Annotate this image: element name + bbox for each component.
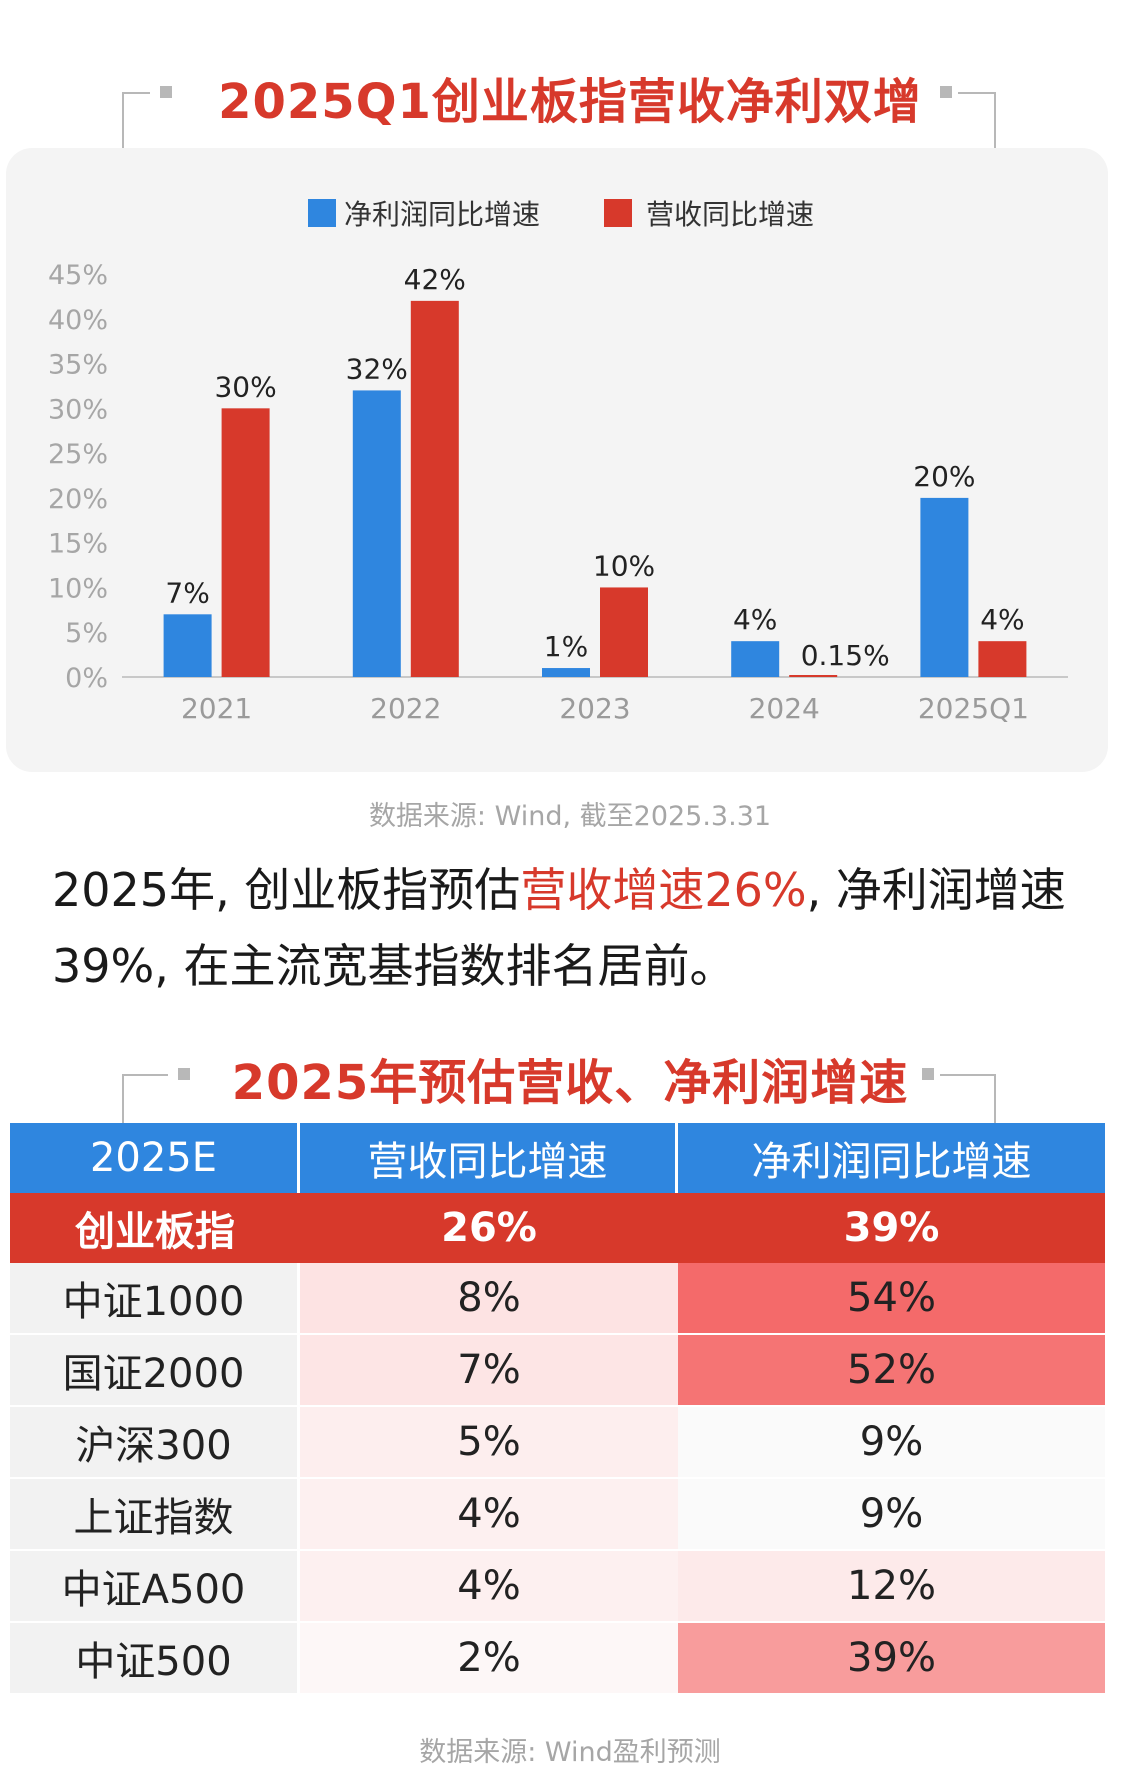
row-profit: 52% (678, 1335, 1105, 1407)
bar-revenue (600, 587, 648, 677)
bar-profit (920, 497, 969, 677)
title-bg-1 (150, 60, 958, 130)
growth-table: 2025E 营收同比增速 净利润同比增速 创业板指 26% 39% 中证1000… (10, 1123, 1105, 1695)
row-revenue: 7% (300, 1335, 678, 1407)
legend-label-revenue: 营收同比增速 (646, 198, 815, 231)
table-row: 上证指数 4% 9% (10, 1479, 1105, 1551)
highlight-profit: 39% (678, 1193, 1105, 1263)
highlight-name: 创业板指 (10, 1193, 300, 1263)
legend-label-profit: 净利润同比增速 (344, 198, 541, 231)
bar-revenue (789, 675, 838, 677)
table-header-row: 2025E 营收同比增速 净利润同比增速 (10, 1123, 1105, 1193)
data-label: 4% (733, 603, 777, 636)
highlight-revenue: 26% (300, 1193, 678, 1263)
x-tick-label: 2021 (181, 692, 252, 725)
data-label: 10% (593, 549, 655, 582)
x-tick-label: 2023 (559, 692, 630, 725)
summary-text-2: , 净利润增速39%, 在主流宽基指数排名居前。 (52, 863, 1066, 993)
table-row: 国证2000 7% 52% (10, 1335, 1105, 1407)
summary-text-1: 2025年, 创业板指预估 (52, 863, 521, 917)
table-row: 中证500 2% 39% (10, 1623, 1105, 1695)
y-tick-label: 5% (65, 618, 108, 649)
data-label: 20% (913, 460, 975, 493)
bar-chart: 0% 5% 10% 15% 20% 25% 30% 35% 40% 45% 2021 7% 30% 202… (48, 260, 1068, 725)
header-profit: 净利润同比增速 (678, 1123, 1105, 1193)
data-label: 32% (346, 352, 408, 385)
x-tick-label: 2024 (749, 692, 820, 725)
title-tick-left-1 (160, 86, 172, 98)
row-profit: 9% (678, 1479, 1105, 1551)
bar-profit (163, 614, 212, 677)
table-source: 数据来源: Wind盈利预测 (419, 1737, 721, 1768)
x-tick-label: 2022 (370, 692, 441, 725)
title-tick-right-1 (940, 86, 952, 98)
legend-swatch-profit (308, 199, 336, 227)
data-label: 4% (980, 603, 1024, 636)
row-name: 中证A500 (10, 1551, 300, 1623)
title-bg-2 (168, 1040, 940, 1110)
bar-revenue (410, 300, 459, 677)
row-name: 中证500 (10, 1623, 300, 1695)
y-tick-label: 35% (48, 350, 108, 381)
y-tick-label: 10% (48, 573, 108, 604)
row-profit: 54% (678, 1263, 1105, 1335)
summary-highlight: 营收增速26% (520, 863, 807, 917)
data-label: 7% (165, 576, 209, 609)
row-revenue: 5% (300, 1407, 678, 1479)
table-row: 中证A500 4% 12% (10, 1551, 1105, 1623)
bar-profit (352, 390, 401, 677)
bar-revenue (978, 641, 1027, 677)
title-tick-left-2 (178, 1068, 190, 1080)
table-row: 沪深300 5% 9% (10, 1407, 1105, 1479)
row-name: 国证2000 (10, 1335, 300, 1407)
row-name: 上证指数 (10, 1479, 300, 1551)
header-year: 2025E (10, 1123, 300, 1193)
data-label: 1% (544, 630, 588, 663)
y-tick-label: 15% (48, 529, 108, 560)
section-title-2: 2025年预估营收、净利润增速 (231, 1055, 909, 1111)
y-tick-label: 40% (48, 305, 108, 336)
bar-profit (731, 641, 780, 677)
chart-source: 数据来源: Wind, 截至2025.3.31 (368, 801, 772, 832)
y-tick-label: 30% (48, 394, 108, 425)
table-row: 中证1000 8% 54% (10, 1263, 1105, 1335)
row-profit: 9% (678, 1407, 1105, 1479)
row-revenue: 4% (300, 1551, 678, 1623)
y-tick-label: 20% (48, 484, 108, 515)
row-revenue: 2% (300, 1623, 678, 1695)
legend-swatch-revenue (604, 199, 632, 227)
data-label: 30% (214, 370, 276, 403)
x-tick-label: 2025Q1 (918, 692, 1029, 725)
y-tick-label: 45% (48, 260, 108, 291)
y-tick-label: 0% (65, 663, 108, 694)
data-label: 0.15% (801, 639, 890, 672)
title-tick-right-2 (922, 1068, 934, 1080)
row-name: 沪深300 (10, 1407, 300, 1479)
y-tick-label: 25% (48, 439, 108, 470)
header-revenue: 营收同比增速 (300, 1123, 678, 1193)
row-name: 中证1000 (10, 1263, 300, 1335)
data-label: 42% (404, 263, 466, 296)
row-profit: 39% (678, 1623, 1105, 1695)
summary-paragraph: 2025年, 创业板指预估营收增速26%, 净利润增速39%, 在主流宽基指数排… (52, 852, 1092, 1004)
section-title-1: 2025Q1创业板指营收净利双增 (218, 74, 922, 130)
bar-profit (542, 668, 590, 677)
row-revenue: 4% (300, 1479, 678, 1551)
highlight-row: 创业板指 26% 39% (10, 1193, 1105, 1263)
row-revenue: 8% (300, 1263, 678, 1335)
bar-revenue (221, 408, 270, 677)
row-profit: 12% (678, 1551, 1105, 1623)
